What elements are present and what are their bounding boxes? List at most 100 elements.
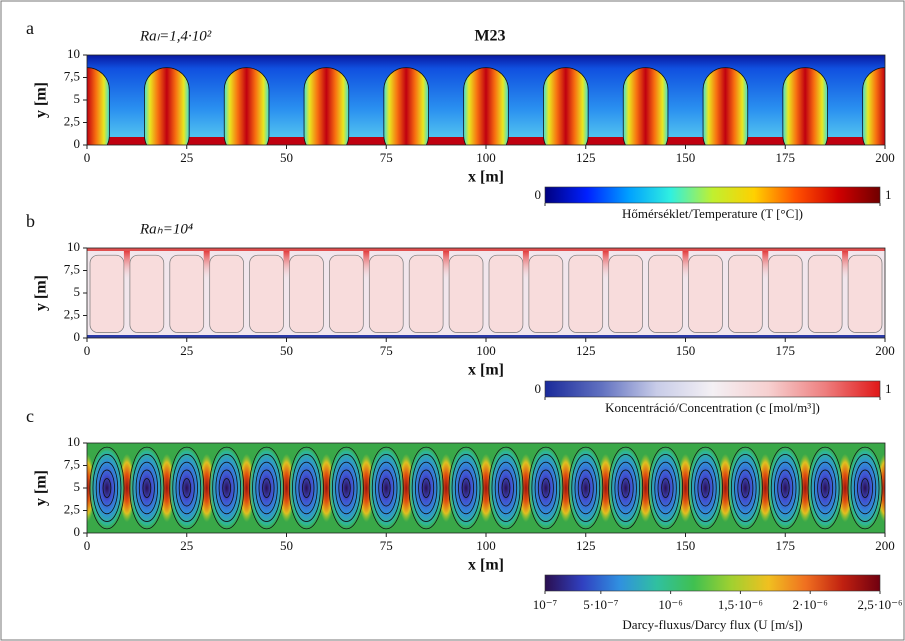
cell [328,445,365,531]
streamline [335,461,358,515]
streamline [581,478,591,498]
x-tick-label: 150 [676,343,696,358]
cell [608,254,643,333]
streamline [95,461,119,515]
streamline [288,446,324,530]
streamline [102,478,112,498]
panel-label: b [26,211,35,231]
streamline [697,469,714,507]
colorbar-tick-label: 5·10⁻⁷ [583,597,618,612]
cell [249,254,284,333]
plume [543,67,589,145]
cell [488,445,524,531]
cell [687,445,724,531]
streamline [691,454,720,522]
field [87,248,885,338]
streamline [820,478,830,498]
streamline [727,446,763,530]
streamline [209,446,245,530]
streamline [501,478,511,498]
streamline [651,454,680,522]
streamline [298,469,315,507]
streamline [218,469,235,507]
cell [528,254,564,333]
cell [408,445,445,531]
x-tick-label: 0 [84,538,91,553]
colorbar-tick-label: 1 [885,187,892,202]
streamline [807,446,843,530]
x-tick-label: 75 [380,150,393,165]
streamline [132,454,162,522]
streamline [657,469,674,507]
streamline [172,454,202,522]
spike [203,248,210,280]
streamline [92,454,122,522]
streamline [262,478,271,498]
spike [443,248,450,280]
streamline [411,454,441,522]
streamline [249,446,285,530]
field [87,443,885,533]
streamline [454,461,478,515]
streamline [850,454,880,522]
x-tick-label: 150 [676,538,696,553]
annotation: Raₕ=10⁴ [139,221,193,237]
colorbar-label: Darcy-fluxus/Darcy flux (U [m/s]) [622,617,802,632]
cell [208,445,245,531]
colorbar-tick-label: 1 [885,381,892,396]
spike [682,248,689,280]
y-tick-label: 5 [74,479,81,494]
y-axis-label: y [m] [33,470,50,506]
streamline [135,461,159,515]
streamline [138,469,155,507]
streamline [461,478,471,498]
streamline [295,461,318,515]
cell [568,254,604,333]
x-tick-label: 200 [875,343,895,358]
streamline [212,454,242,522]
plume [303,67,350,145]
streamline [687,446,723,530]
streamline [175,461,198,515]
streamline [331,454,361,522]
streamline [451,454,481,522]
colorbar [544,380,881,398]
panel-label: c [26,406,34,426]
streamline [860,478,870,498]
cell [647,445,684,531]
y-tick-label: 10 [67,239,80,254]
streamline [574,461,597,515]
plume [87,67,110,145]
streamline [371,454,401,522]
plume [782,67,828,145]
y-tick-label: 0 [74,136,81,151]
x-tick-label: 125 [576,343,596,358]
streamline [534,461,558,515]
cell [847,445,883,531]
cell [807,445,844,531]
x-tick-label: 25 [180,343,193,358]
colorbar-tick-label: 10⁻⁷ [533,597,557,612]
cell [329,254,364,333]
x-tick-label: 50 [280,343,293,358]
x-tick-label: 200 [875,538,895,553]
cell [368,445,405,531]
x-tick-label: 75 [380,538,393,553]
x-tick-label: 100 [476,343,496,358]
streamline [537,469,554,507]
streamline [737,469,754,507]
streamline [621,478,630,498]
streamline [810,454,840,522]
x-tick-label: 75 [380,343,393,358]
plume [702,67,749,145]
streamline [494,461,518,515]
streamline [458,469,474,507]
streamline [421,478,431,498]
streamline [178,469,195,507]
x-tick-label: 25 [180,150,193,165]
colorbar-tick-label: 0 [535,381,542,396]
cell [448,254,484,333]
spike [363,248,370,280]
streamline [661,478,670,498]
streamline [222,478,231,498]
